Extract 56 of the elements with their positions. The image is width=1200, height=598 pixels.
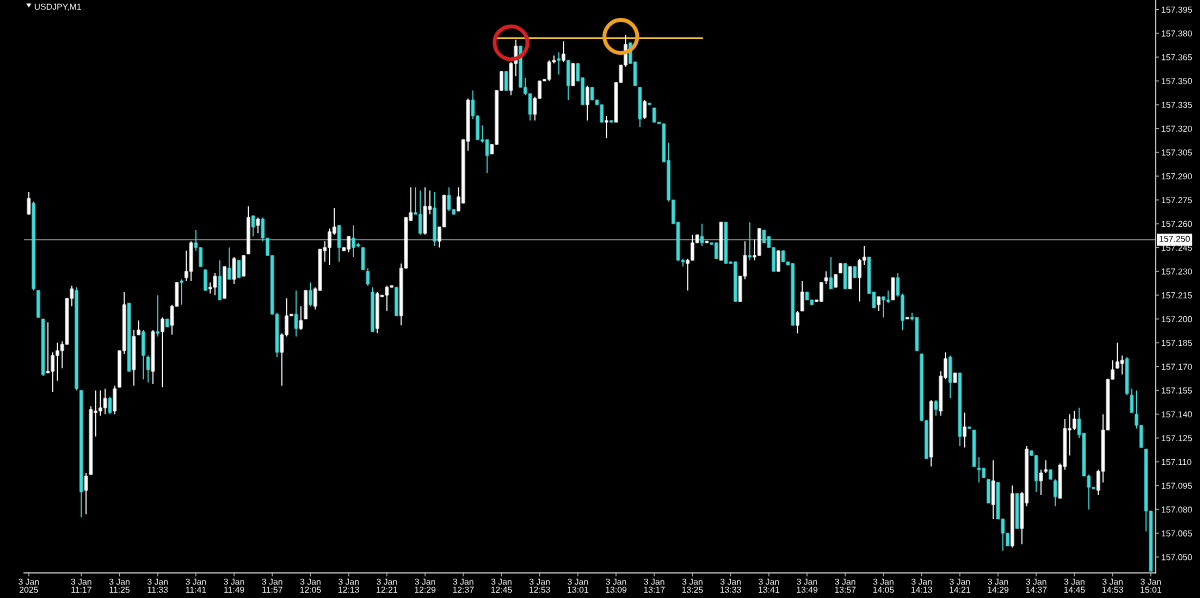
y-tick-label: 157.200 — [1161, 316, 1192, 323]
x-tick-label: 3 Jan 14:53 — [1102, 578, 1124, 593]
x-tick-label: 3 Jan 14:29 — [987, 578, 1009, 593]
x-tick-label: 3 Jan 12:29 — [414, 578, 436, 593]
y-tick-label: 157.170 — [1161, 363, 1192, 370]
x-tick-label: 3 Jan 14:21 — [949, 578, 971, 593]
y-tick-label: 157.350 — [1161, 78, 1192, 85]
y-tick-label: 157.050 — [1161, 554, 1192, 561]
y-tick-label: 157.260 — [1161, 220, 1192, 227]
x-tick-label: 3 Jan 13:41 — [758, 578, 780, 593]
x-tick-label: 3 Jan 13:01 — [567, 578, 589, 593]
y-tick-label: 157.335 — [1161, 101, 1192, 108]
y-tick-label: 157.230 — [1161, 268, 1192, 275]
x-tick-label: 3 Jan 13:49 — [796, 578, 818, 593]
y-tick-label: 157.110 — [1161, 458, 1192, 465]
y-tick-label: 157.095 — [1161, 482, 1192, 489]
x-tick-label: 3 Jan 11:57 — [262, 578, 283, 593]
chart-title: USDJPY,M1 — [34, 3, 81, 11]
x-tick-label: 3 Jan 14:05 — [873, 578, 894, 593]
x-tick-label: 3 Jan 11:41 — [185, 578, 206, 593]
x-tick-label: 3 Jan 14:13 — [911, 578, 933, 593]
y-tick-label: 157.395 — [1161, 6, 1192, 13]
y-tick-label: 157.185 — [1161, 339, 1192, 346]
y-tick-label: 157.140 — [1161, 411, 1192, 418]
y-tick-label: 157.365 — [1161, 54, 1192, 61]
y-tick-label: 157.080 — [1161, 506, 1192, 513]
x-tick-label: 3 Jan 11:25 — [109, 578, 130, 593]
x-tick-label: 3 Jan 12:13 — [338, 578, 360, 593]
x-tick-label: 3 Jan 12:37 — [453, 578, 474, 593]
x-tick-label: 3 Jan 13:09 — [605, 578, 627, 593]
x-tick-label: 3 Jan 13:57 — [835, 578, 856, 593]
x-tick-label: 3 Jan 13:33 — [720, 578, 742, 593]
x-tick-label: 3 Jan 13:17 — [644, 578, 665, 593]
x-tick-label: 3 Jan 13:25 — [682, 578, 703, 593]
y-tick-label: 157.215 — [1161, 292, 1192, 299]
y-tick-label: 157.305 — [1161, 149, 1192, 156]
y-tick-label: 157.275 — [1161, 197, 1192, 204]
x-tick-label: 3 Jan 15:01 — [1140, 578, 1162, 593]
y-tick-label: 157.320 — [1161, 125, 1192, 132]
x-tick-label: 3 Jan 12:21 — [376, 578, 398, 593]
y-tick-label: 157.125 — [1161, 435, 1192, 442]
x-tick-label: 3 Jan 2025 — [18, 578, 39, 593]
y-tick-label: 157.380 — [1161, 30, 1192, 37]
x-tick-label: 3 Jan 12:53 — [529, 578, 551, 593]
x-tick-label: 3 Jan 12:45 — [491, 578, 512, 593]
x-tick-label: 3 Jan 11:49 — [223, 578, 245, 593]
y-tick-label: 157.290 — [1161, 173, 1192, 180]
x-tick-label: 3 Jan 14:45 — [1064, 578, 1085, 593]
x-tick-label: 3 Jan 12:05 — [300, 578, 321, 593]
y-tick-label: 157.155 — [1161, 387, 1192, 394]
x-tick-label: 3 Jan 14:37 — [1026, 578, 1047, 593]
y-tick-label: 157.065 — [1161, 530, 1192, 537]
x-tick-label: 3 Jan 11:33 — [147, 578, 168, 593]
ref-line-label: 157.250 — [1159, 235, 1190, 242]
x-tick-label: 3 Jan 11:17 — [71, 578, 92, 593]
y-tick-label: 157.245 — [1161, 244, 1192, 251]
